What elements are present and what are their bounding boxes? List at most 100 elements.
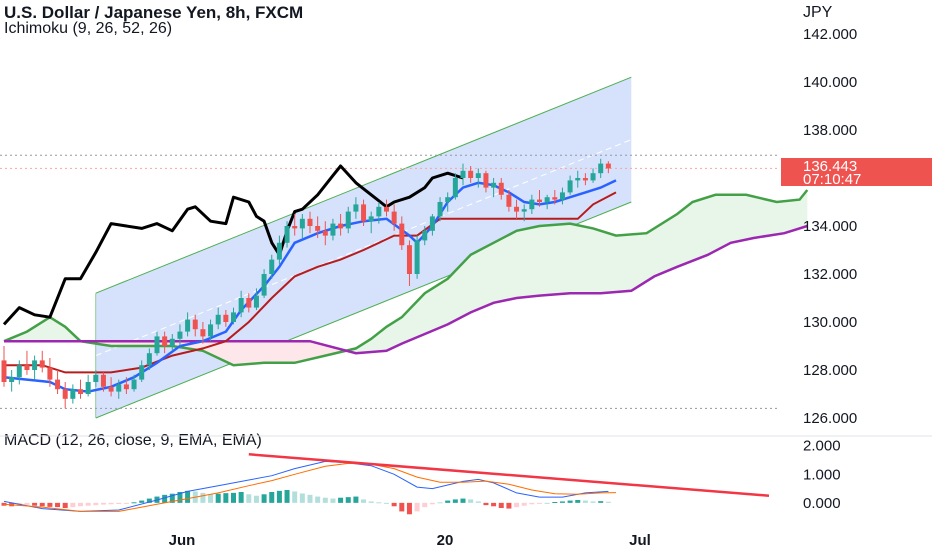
candle (414, 235, 420, 279)
candle (185, 312, 191, 337)
candle-body (253, 295, 259, 308)
macd-histogram-bar (93, 502, 99, 506)
candle (559, 187, 565, 205)
candle (116, 379, 122, 399)
macd-histogram-bar (131, 502, 137, 504)
macd-histogram-bar (284, 490, 290, 503)
candle (108, 377, 114, 397)
macd-histogram-bar (108, 502, 114, 505)
candle-body (483, 173, 489, 188)
candles (1, 158, 611, 409)
kijun-sen (4, 191, 617, 374)
macd-histogram-bar (169, 493, 175, 503)
candle-body (215, 314, 221, 325)
channel-fill (95, 77, 632, 418)
candle (537, 190, 542, 207)
candle (598, 158, 604, 178)
macd-histogram-bar (567, 500, 573, 503)
channel-upper (95, 76, 632, 294)
candle-body (391, 211, 397, 224)
macd-histogram-bar (414, 502, 420, 512)
candle-body (529, 199, 535, 210)
macd-histogram-bar (55, 502, 61, 508)
candle (460, 163, 466, 186)
price-tick: 132.000 (803, 266, 857, 283)
candle (406, 240, 412, 286)
macd-histogram-bar (552, 502, 558, 503)
cloud-segment (84, 341, 345, 366)
candle (590, 168, 596, 183)
macd-histogram-bar (537, 502, 542, 504)
macd-histogram-bar (315, 496, 321, 503)
candle-body (582, 178, 588, 181)
macd-histogram-bar (529, 502, 535, 505)
candle-body (192, 319, 198, 330)
candle-body (552, 197, 558, 200)
macd-histogram-bar (276, 490, 282, 503)
macd-histogram-bar (437, 502, 443, 504)
macd-histogram-bar (544, 502, 550, 504)
candle-body (384, 206, 389, 212)
candle-body (9, 377, 15, 382)
candle (567, 175, 573, 195)
candle-body (261, 274, 267, 296)
macd-histogram-bar (575, 500, 581, 503)
candle-body (437, 202, 443, 217)
macd-histogram-bar (590, 501, 596, 503)
macd-trendline (248, 453, 770, 497)
candle-body (276, 242, 282, 260)
macd-histogram-bar (238, 492, 244, 503)
macd-histogram-bar (605, 501, 611, 503)
candle-body (131, 379, 137, 390)
candle (261, 269, 267, 298)
candle (131, 374, 137, 392)
candle-body (559, 192, 565, 200)
macd-histogram-bar (330, 498, 336, 503)
candle-body (376, 206, 382, 217)
candle (399, 216, 405, 250)
macd-histogram-bar (78, 502, 83, 507)
macd-histogram-bar (452, 499, 458, 503)
candle-body (70, 389, 76, 399)
price-tick: 128.000 (803, 362, 857, 379)
candle (322, 221, 328, 246)
channel-median (95, 139, 632, 357)
candle-body (521, 209, 527, 212)
candle (16, 360, 22, 385)
horizontal-lines (0, 154, 780, 409)
candle (315, 216, 321, 238)
candle-body (246, 298, 252, 308)
candle-body (284, 226, 290, 243)
candle (169, 334, 175, 351)
macd-histogram-bar (322, 497, 328, 503)
candle-body (422, 230, 428, 241)
candle-body (307, 218, 313, 226)
chart-title: U.S. Dollar / Japanese Yen, 8h, FXCM (4, 3, 304, 22)
candle-body (177, 331, 183, 339)
macd-histogram-bar (146, 498, 152, 503)
candle (353, 197, 359, 219)
candle (32, 355, 38, 380)
candle-body (208, 324, 214, 337)
macd-histogram-bar (1, 502, 7, 506)
macd-histogram-bar (422, 502, 428, 508)
channel (95, 76, 632, 419)
candle (452, 173, 458, 200)
candle-body (514, 206, 520, 212)
candle (514, 199, 520, 219)
candle-body (537, 199, 542, 202)
candle-body (445, 197, 451, 202)
candle-body (330, 223, 336, 236)
macd-histogram-bar (32, 502, 38, 506)
candle (422, 226, 428, 246)
macd-histogram-bar (223, 493, 229, 503)
candle-body (169, 338, 175, 346)
candle (139, 360, 145, 382)
candle (231, 307, 236, 325)
macd-histogram-bar (246, 494, 252, 503)
candle (70, 384, 76, 404)
candle-body (299, 218, 305, 229)
candle (361, 199, 367, 226)
macd-histogram-bar (162, 494, 168, 503)
